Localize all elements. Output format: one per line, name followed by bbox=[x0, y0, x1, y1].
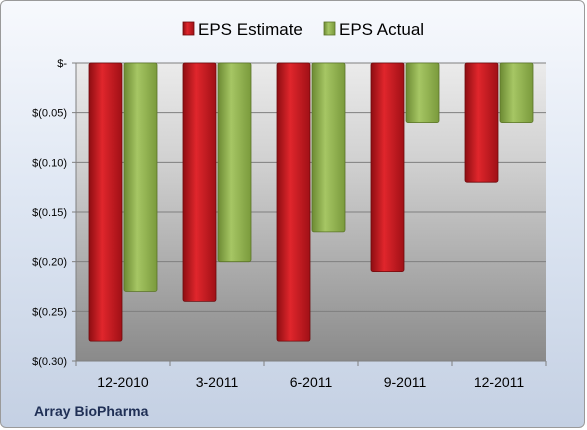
bar-eps-estimate bbox=[276, 62, 311, 342]
legend-swatch bbox=[182, 21, 195, 36]
bar-eps-actual bbox=[123, 62, 158, 292]
legend: EPS Estimate EPS Actual bbox=[182, 20, 424, 39]
bar-eps-actual bbox=[499, 62, 534, 123]
x-axis: 12-2010 3-2011 6-2011 9-2011 12-2011 bbox=[75, 360, 547, 390]
company-name: Array BioPharma bbox=[34, 403, 149, 419]
x-tick-label: 3-2011 bbox=[196, 374, 239, 390]
bar-eps-estimate bbox=[182, 62, 217, 302]
y-tick-label: $- bbox=[57, 58, 67, 70]
bar-eps-estimate bbox=[464, 62, 499, 183]
bar-eps-estimate bbox=[370, 62, 405, 273]
x-tick-label: 6-2011 bbox=[290, 374, 333, 390]
legend-swatch bbox=[323, 21, 336, 36]
legend-label: EPS Estimate bbox=[198, 20, 303, 39]
x-tick-label: 12-2010 bbox=[97, 374, 149, 390]
y-tick-label: $(0.15) bbox=[32, 207, 67, 219]
bars bbox=[88, 62, 534, 342]
bar-eps-estimate bbox=[88, 62, 123, 342]
y-axis: $- $(0.05) $(0.10) $(0.15) $(0.20) $(0.25) $(0… bbox=[32, 58, 77, 368]
x-tick-label: 9-2011 bbox=[384, 374, 427, 390]
legend-label: EPS Actual bbox=[339, 20, 424, 39]
bar-eps-actual bbox=[405, 62, 440, 123]
bar-eps-actual bbox=[311, 62, 346, 233]
y-tick-label: $(0.30) bbox=[32, 356, 67, 368]
bar-eps-actual bbox=[217, 62, 252, 263]
y-tick-label: $(0.10) bbox=[32, 157, 67, 169]
y-tick-label: $(0.20) bbox=[32, 257, 67, 269]
y-tick-label: $(0.25) bbox=[32, 306, 67, 318]
x-tick-label: 12-2011 bbox=[474, 374, 525, 390]
y-tick-label: $(0.05) bbox=[32, 108, 67, 120]
